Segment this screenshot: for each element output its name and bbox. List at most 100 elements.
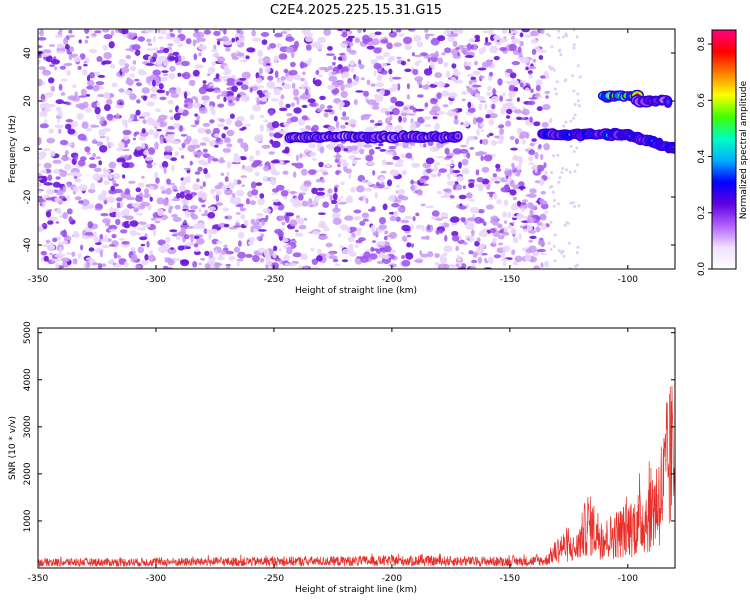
spectrogram-noise-blob	[149, 196, 153, 202]
spectrogram-noise-blob	[251, 189, 259, 196]
spectrogram-noise-blob	[229, 113, 235, 119]
spectrogram-noise-blob	[245, 55, 250, 59]
spectrogram-noise-blob	[461, 98, 466, 102]
spectrogram-noise-blob	[41, 81, 46, 86]
spectrogram-noise-blob	[155, 60, 164, 67]
spectrogram-noise-blob	[404, 44, 413, 51]
spectrogram-noise-blob	[413, 259, 424, 263]
spectrogram-noise-blob	[71, 95, 80, 102]
spectrogram-noise-blob	[558, 48, 562, 52]
spectrogram-noise-blob	[175, 86, 182, 95]
spectrogram-noise-blob	[165, 91, 169, 96]
spectrogram-noise-blob	[264, 92, 272, 96]
spectrogram-noise-blob	[562, 35, 566, 39]
spectrogram-noise-blob	[364, 126, 375, 134]
spectrogram-noise-blob	[295, 232, 304, 237]
spectrogram-noise-blob	[231, 85, 239, 93]
spectrogram-noise-blob	[572, 89, 576, 93]
spectrogram-noise-blob	[366, 161, 375, 166]
figure-title: C2E4.2025.225.15.31.G15	[270, 3, 442, 18]
spectrogram-noise-blob	[157, 239, 166, 246]
spectrogram-noise-blob	[81, 121, 89, 129]
snr-x-tick-label: -350	[28, 574, 49, 584]
spectrogram-noise-blob	[146, 38, 152, 43]
spectrogram-noise-blob	[108, 224, 118, 231]
spectrogram-noise-blob	[478, 184, 484, 192]
spectrogram-noise-blob	[118, 58, 127, 66]
spectrogram-noise-blob	[492, 88, 496, 96]
spectrogram-noise-blob	[144, 29, 155, 33]
spectrogram-noise-blob	[43, 102, 50, 110]
spectrogram-noise-blob	[559, 53, 563, 57]
spectrogram-noise-blob	[504, 170, 513, 177]
spectrogram-noise-blob	[185, 175, 191, 184]
spectrogram-noise-blob	[442, 104, 449, 108]
spectrogram-noise-blob	[199, 37, 206, 42]
spectrogram-noise-blob	[509, 179, 515, 188]
spectrogram-noise-blob	[271, 170, 280, 176]
spectrogram-noise-blob	[45, 239, 51, 244]
spectrogram-noise-blob	[519, 32, 524, 38]
spectrogram-noise-blob	[292, 252, 302, 258]
spectrogram-noise-blob	[250, 218, 256, 225]
spectrogram-noise-blob	[336, 213, 342, 217]
spectrogram-noise-blob	[252, 37, 262, 42]
spectrogram-noise-blob	[431, 216, 438, 220]
spectrogram-noise-blob	[282, 170, 289, 175]
spectrogram-noise-blob	[243, 165, 253, 172]
spectrogram-noise-blob	[225, 250, 234, 255]
spectrogram-noise-blob	[493, 192, 497, 200]
spectrogram-noise-blob	[488, 132, 494, 137]
spectrogram-noise-blob	[283, 260, 289, 263]
spectrogram-noise-blob	[501, 29, 508, 35]
spectrogram-noise-blob	[470, 88, 474, 96]
spectrogram-noise-blob	[535, 79, 543, 87]
spectrogram-noise-blob	[191, 96, 198, 100]
spectrogram-noise-blob	[134, 207, 140, 212]
spectrogram-noise-blob	[48, 245, 56, 249]
spectrogram-noise-blob	[372, 170, 376, 176]
spectrogram-noise-blob	[340, 124, 346, 129]
spectrogram-noise-blob	[516, 165, 522, 171]
spectrogram-noise-blob	[390, 96, 397, 104]
spectrogram-noise-blob	[515, 169, 521, 177]
spectrogram-noise-blob	[171, 140, 181, 145]
spectrogram-noise-blob	[179, 185, 187, 192]
spectrogram-noise-blob	[332, 61, 336, 66]
spectrogram-noise-blob	[184, 193, 193, 201]
spectrogram-noise-blob	[462, 185, 466, 190]
spectrogram-noise-blob	[189, 160, 193, 166]
spectrogram-noise-blob	[337, 198, 342, 203]
spectrogram-noise-blob	[224, 188, 233, 196]
spectrogram-noise-blob	[497, 234, 505, 240]
spectrogram-noise-blob	[283, 254, 290, 262]
spectrogram-noise-blob	[203, 228, 208, 235]
spectrogram-noise-blob	[524, 254, 532, 262]
spectrogram-noise-blob	[576, 64, 580, 68]
spectrogram-noise-blob	[139, 236, 148, 241]
spectrogram-noise-blob	[66, 195, 70, 201]
spectrogram-noise-blob	[235, 189, 245, 197]
spectrogram-noise-blob	[226, 129, 235, 137]
spectrogram-noise-blob	[461, 218, 466, 223]
spectrogram-noise-blob	[202, 153, 211, 159]
spectrogram-noise-blob	[48, 216, 58, 222]
spectrogram-noise-blob	[389, 169, 400, 177]
spectrogram-noise-blob	[285, 36, 295, 42]
spectrogram-noise-blob	[503, 226, 508, 234]
spectrogram-noise-blob	[110, 185, 115, 191]
spectrogram-noise-blob	[340, 196, 344, 199]
spectrogram-noise-blob	[38, 182, 42, 187]
spectrogram-noise-blob	[305, 149, 309, 153]
spectrogram-noise-blob	[528, 156, 534, 162]
spectrogram-noise-blob	[464, 66, 471, 70]
spectrogram-noise-blob	[426, 168, 432, 174]
spectrogram-noise-blob	[61, 154, 67, 161]
spectrogram-noise-blob	[55, 176, 61, 180]
spectrogram-noise-blob	[488, 29, 494, 36]
spectrogram-noise-blob	[386, 179, 393, 187]
spectrogram-noise-blob	[63, 229, 67, 236]
spectrogram-noise-blob	[469, 266, 476, 269]
spectrogram-noise-blob	[344, 215, 354, 221]
spectrogram-noise-blob	[54, 34, 64, 38]
